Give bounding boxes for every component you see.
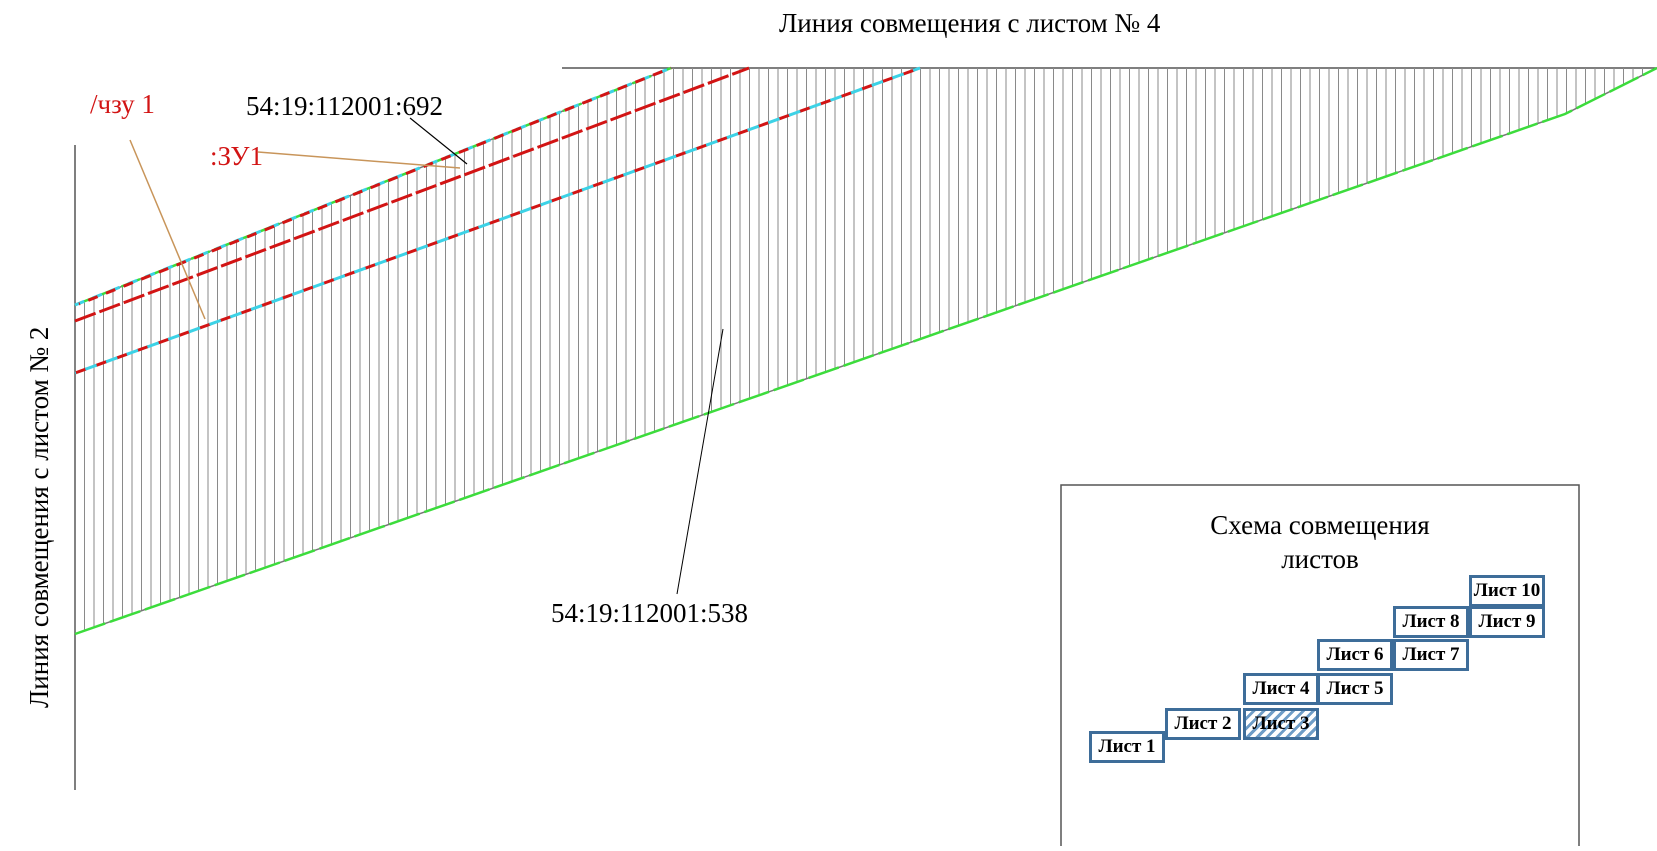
match-line-top-label: Линия совмещения с листом № 4 — [779, 8, 1161, 38]
parcel-692-label: 54:19:112001:692 — [246, 91, 444, 121]
scheme-title-line1: Схема совмещения — [1210, 510, 1430, 540]
cyan-dashed-line-lower — [74, 66, 921, 375]
sheet-box-1: Лист 1 — [1089, 731, 1165, 763]
leader-538 — [676, 328, 724, 595]
chzu-label: /чзу 1 — [90, 89, 155, 119]
parcel-538-label: 54:19:112001:538 — [551, 598, 749, 628]
leader-zu1 — [257, 151, 461, 169]
scheme-frame — [1060, 484, 1580, 846]
sheet-box-10: Лист 10 — [1469, 575, 1545, 607]
red-solid-line-middle — [74, 66, 750, 323]
sheet-box-9: Лист 9 — [1469, 606, 1545, 638]
match-line-left-label: Линия совмещения с листом № 2 — [24, 326, 54, 708]
sheet-box-7: Лист 7 — [1393, 639, 1469, 671]
scheme-title-line2: листов — [1281, 544, 1359, 574]
sheet-box-5: Лист 5 — [1317, 673, 1393, 705]
leader-chzu — [129, 139, 206, 320]
red-dashed-line-top — [78, 66, 672, 306]
sheet-box-4: Лист 4 — [1243, 673, 1319, 705]
zu1-label: :ЗУ1 — [210, 141, 263, 171]
leader-692 — [409, 117, 468, 165]
sheet-box-8: Лист 8 — [1393, 606, 1469, 638]
sheet-box-6: Лист 6 — [1317, 639, 1393, 671]
sheet-box-2: Лист 2 — [1165, 708, 1241, 740]
green-boundary-bottom — [74, 66, 1657, 636]
parcel-hatching — [74, 68, 1653, 634]
sheet-box-3-current: Лист 3 — [1243, 708, 1319, 740]
scheme-title: Схема совмещения листов — [1060, 508, 1580, 576]
